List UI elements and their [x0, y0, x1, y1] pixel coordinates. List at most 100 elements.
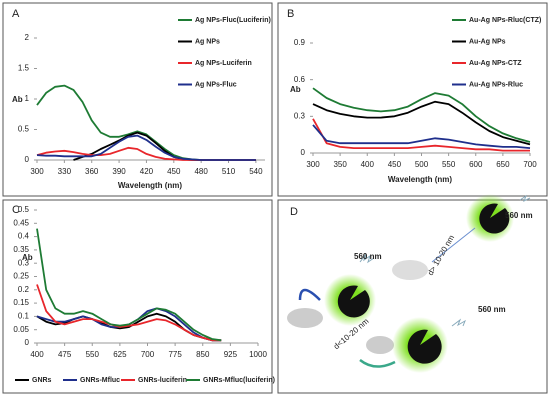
panel-label: C — [12, 204, 20, 216]
y-tick-label: 1.5 — [18, 64, 30, 73]
y-tick-label: 0 — [301, 148, 306, 157]
y-axis-label: Ab — [22, 253, 33, 262]
light-ray — [451, 318, 466, 327]
y-tick-label: 0.05 — [13, 325, 29, 334]
legend-label: Au-Ag NPs-Rluc(CTZ) — [469, 17, 541, 24]
x-tick-label: 540 — [249, 167, 263, 176]
series-line — [36, 284, 222, 342]
panel-label: D — [290, 206, 298, 218]
legend-label: Au-Ag NPs — [469, 38, 506, 45]
legend-label: Au-Ag NPs-CTZ — [469, 60, 522, 67]
x-tick-label: 700 — [141, 350, 155, 359]
y-tick-label: 2 — [25, 33, 30, 42]
arrow — [359, 358, 396, 368]
x-tick-label: 300 — [30, 167, 44, 176]
panel-label: A — [12, 8, 20, 20]
legend-label: Au-Ag NPs-Rluc — [469, 81, 523, 88]
legend-label: GNRs-Mfluc — [80, 377, 120, 384]
x-tick-label: 625 — [113, 350, 127, 359]
y-tick-label: 0.1 — [18, 312, 30, 321]
x-tick-label: 480 — [194, 167, 208, 176]
panel-frame — [2, 199, 273, 394]
y-tick-label: 1 — [25, 94, 30, 103]
x-tick-label: 850 — [196, 350, 210, 359]
x-tick-label: 300 — [306, 160, 320, 169]
y-tick-label: 0.6 — [294, 75, 306, 84]
x-tick-label: 330 — [58, 167, 72, 176]
legend-label: Ag NPs — [195, 38, 220, 45]
series-line — [312, 124, 531, 149]
y-tick-label: 0.3 — [294, 111, 306, 120]
x-tick-label: 775 — [168, 350, 182, 359]
y-tick-label: 0.5 — [18, 125, 30, 134]
series-line — [36, 146, 256, 161]
series-line — [312, 118, 530, 152]
x-axis-label: Wavelength (nm) — [388, 175, 452, 184]
panel-frame — [2, 2, 273, 197]
panel-frame — [277, 2, 548, 197]
y-tick-label: 0.9 — [294, 38, 306, 47]
x-tick-label: 450 — [167, 167, 181, 176]
x-tick-label: 1000 — [249, 350, 267, 359]
y-axis-label: Ab — [12, 95, 23, 104]
y-tick-label: 0 — [25, 155, 30, 164]
x-tick-label: 550 — [86, 350, 100, 359]
y-tick-label: 0.25 — [13, 272, 29, 281]
series-line — [312, 100, 531, 146]
wavelength-label: 560 nm — [354, 252, 382, 261]
y-tick-label: 0 — [25, 338, 30, 347]
y-axis-label: Ab — [290, 85, 301, 94]
x-tick-label: 350 — [333, 160, 347, 169]
x-tick-label: 400 — [361, 160, 375, 169]
y-tick-label: 0.5 — [18, 205, 30, 214]
wavelength-label: 560 nm — [505, 211, 533, 220]
nanoparticle — [337, 285, 370, 318]
x-tick-label: 500 — [415, 160, 429, 169]
light-ray — [359, 253, 375, 264]
legend-label: Ag NPs-Fluc(Luciferin) — [195, 17, 271, 24]
x-tick-label: 400 — [30, 350, 44, 359]
size-label: d> 10-20 nm — [426, 233, 457, 277]
series-line — [312, 87, 531, 143]
legend-label: GNRs-Mfluc(luciferin) — [203, 377, 275, 384]
x-tick-label: 600 — [469, 160, 483, 169]
y-tick-label: 0.35 — [13, 245, 29, 254]
legend-label: GNRs — [32, 377, 52, 384]
legend-label: Ag NPs-Fluc — [195, 81, 237, 88]
panel-label: B — [287, 8, 294, 20]
x-tick-label: 925 — [224, 350, 238, 359]
x-tick-label: 700 — [523, 160, 537, 169]
series-line — [36, 134, 256, 161]
x-tick-label: 390 — [112, 167, 126, 176]
series-line — [36, 84, 256, 161]
arrow — [298, 288, 321, 301]
x-tick-label: 475 — [58, 350, 72, 359]
y-tick-label: 0.2 — [18, 285, 30, 294]
panel-frame — [277, 199, 548, 394]
wavelength-label: 560 nm — [478, 305, 506, 314]
arrow — [431, 227, 476, 263]
x-axis-label: Wavelength (nm) — [118, 181, 182, 190]
diagram: D 560 nm 560 nm 560 nm d<10-20 nm d> 10-… — [287, 194, 533, 373]
light-ray — [519, 194, 531, 203]
cloud — [287, 308, 323, 328]
x-tick-label: 360 — [85, 167, 99, 176]
y-tick-label: 0.45 — [13, 218, 29, 227]
cloud — [392, 260, 428, 280]
x-tick-label: 420 — [140, 167, 154, 176]
x-tick-label: 550 — [442, 160, 456, 169]
series-line — [36, 312, 222, 342]
cloud — [366, 336, 394, 354]
y-tick-label: 0.3 — [18, 258, 30, 267]
series-line — [36, 228, 222, 342]
nanoparticle — [407, 329, 442, 364]
x-tick-label: 650 — [496, 160, 510, 169]
legend-label: GNRs-luciferin — [138, 377, 187, 384]
x-tick-label: 510 — [222, 167, 236, 176]
x-tick-label: 450 — [388, 160, 402, 169]
y-tick-label: 0.4 — [18, 232, 30, 241]
nanoparticle — [479, 203, 510, 234]
legend-label: Ag NPs-Luciferin — [195, 60, 252, 67]
y-tick-label: 0.15 — [13, 298, 29, 307]
